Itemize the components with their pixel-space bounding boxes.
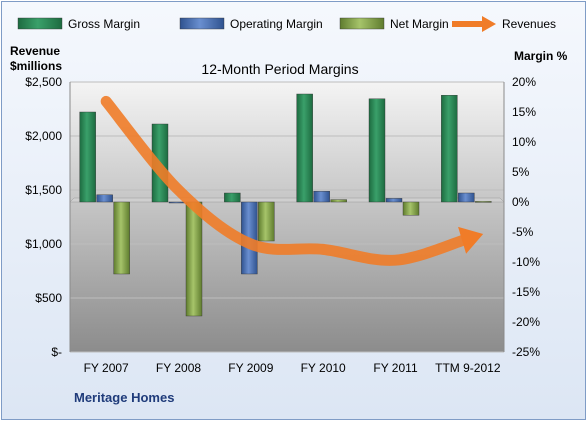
category-label: FY 2007 xyxy=(84,361,129,375)
gross-margin-bar xyxy=(224,192,241,203)
gross-margin-bar xyxy=(441,94,458,203)
net-margin-bar xyxy=(185,201,203,317)
category-label: FY 2010 xyxy=(301,361,346,375)
legend-label: Gross Margin xyxy=(68,17,140,31)
operating-margin-bar xyxy=(313,190,330,203)
gross-margin-bar xyxy=(79,111,96,203)
right-tick-label: -20% xyxy=(512,315,540,329)
left-axis-label-line2: $millions xyxy=(10,59,62,73)
net-margin-bar xyxy=(258,201,275,242)
category-labels: FY 2007 FY 2008 FY 2009 FY 2010 FY 2011 TTM 9… xyxy=(84,361,501,375)
right-tick-label: 10% xyxy=(512,135,536,149)
zero-floor-plane xyxy=(69,197,505,203)
left-tick-label: $2,500 xyxy=(25,75,62,89)
bars xyxy=(79,93,492,317)
operating-margin-bar xyxy=(458,192,475,203)
right-tick-label: -5% xyxy=(512,225,534,239)
legend-swatch xyxy=(17,17,63,30)
left-tick-label: $500 xyxy=(35,291,62,305)
net-margin-bar xyxy=(475,201,492,203)
zero-line xyxy=(69,197,505,203)
right-tick-label: 0% xyxy=(512,195,530,209)
category-label: FY 2009 xyxy=(228,361,273,375)
legend: Gross Margin Operating Margin Net Margin Re… xyxy=(17,16,556,32)
gridlines xyxy=(69,81,505,353)
category-label: FY 2011 xyxy=(373,361,418,375)
legend-label: Operating Margin xyxy=(230,17,323,31)
right-axis-label: Margin % xyxy=(514,49,568,63)
category-label: FY 2008 xyxy=(156,361,201,375)
operating-margin-bar xyxy=(96,194,113,203)
revenues-line xyxy=(100,95,474,266)
chart-title: 12-Month Period Margins xyxy=(201,61,358,77)
plot-area xyxy=(70,82,504,352)
legend-label: Net Margin xyxy=(390,17,449,31)
operating-margin-bar xyxy=(168,201,186,204)
right-tick-label: -25% xyxy=(512,345,540,359)
right-tick-label: 20% xyxy=(512,75,536,89)
revenue-line xyxy=(100,95,484,266)
right-tick-label: -10% xyxy=(512,255,540,269)
left-tick-label: $1,000 xyxy=(25,237,62,251)
right-tick-label: 5% xyxy=(512,165,530,179)
operating-margin-bar xyxy=(385,198,403,203)
left-tick-label: $- xyxy=(51,345,62,359)
category-label: TTM 9-2012 xyxy=(435,361,501,375)
right-axis-ticks: 20% 15% 10% 5% 0% -5% -10% -15% -20% -25% xyxy=(512,75,540,359)
right-tick-label: 15% xyxy=(512,105,536,119)
left-tick-label: $2,000 xyxy=(25,129,62,143)
company-name: Meritage Homes xyxy=(74,390,174,405)
gross-margin-bar xyxy=(296,93,313,203)
net-margin-bar xyxy=(402,201,420,216)
legend-swatch xyxy=(179,17,225,30)
legend-label: Revenues xyxy=(502,17,556,31)
right-tick-label: -15% xyxy=(512,285,540,299)
revenues-arrowhead xyxy=(458,226,484,254)
legend-swatch xyxy=(339,17,385,30)
left-axis-ticks: $- $500 $1,000 $1,500 $2,000 $2,500 xyxy=(25,75,62,359)
left-axis-label-line1: Revenue xyxy=(10,44,60,58)
left-tick-label: $1,500 xyxy=(25,183,62,197)
net-margin-bar xyxy=(330,199,347,203)
gross-margin-bar xyxy=(368,98,386,203)
legend-swatch-arrow xyxy=(482,16,496,32)
net-margin-bar xyxy=(113,201,130,275)
